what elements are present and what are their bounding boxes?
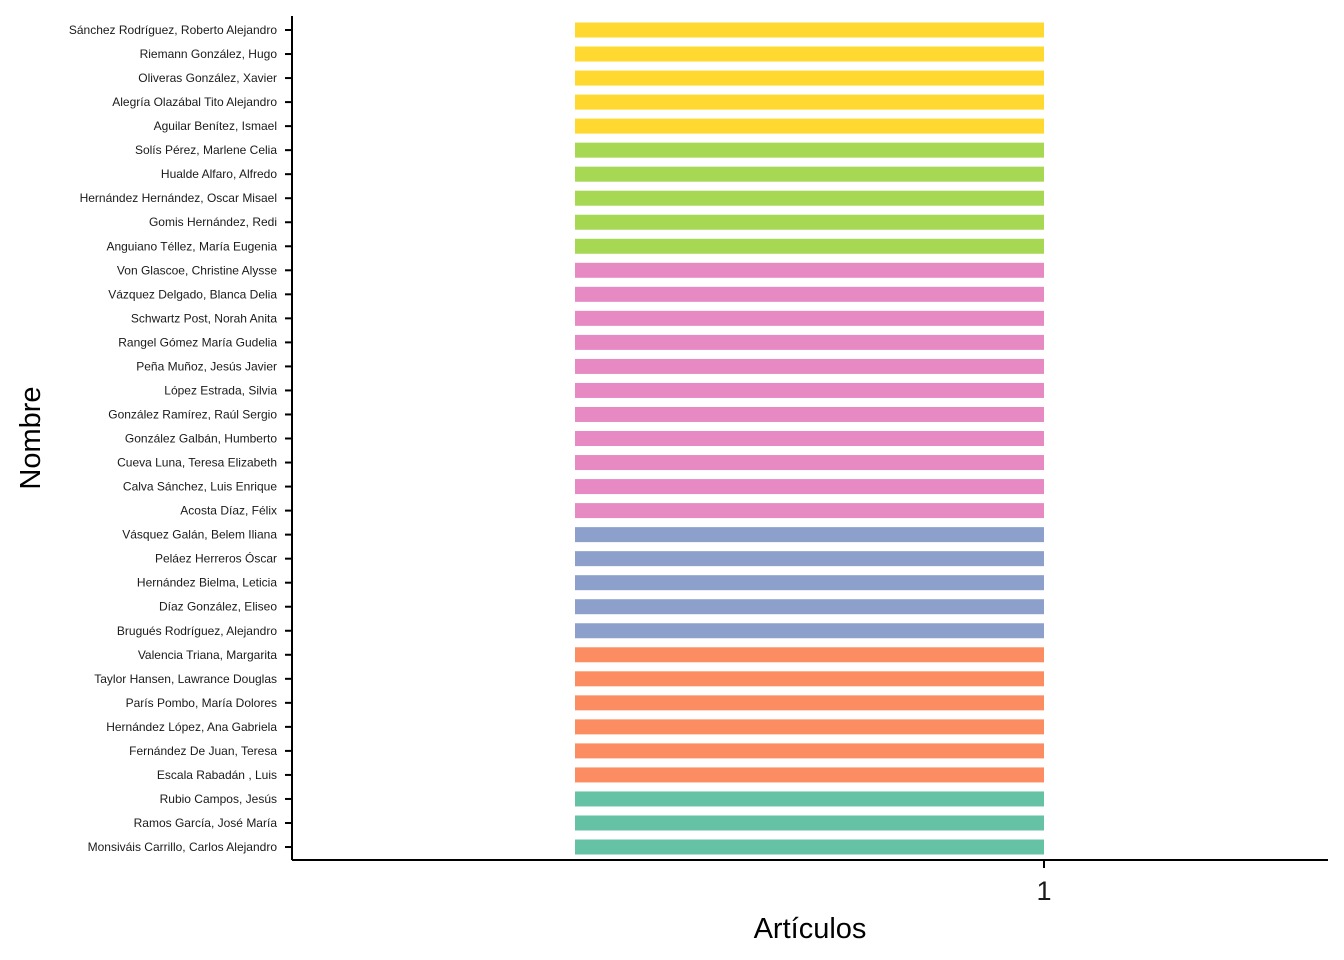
y-tick-label: Von Glascoe, Christine Alysse (117, 263, 277, 277)
y-tick-label: Rubio Campos, Jesús (160, 792, 277, 806)
bar (575, 671, 1044, 687)
y-tick-label: Solís Pérez, Marlene Celia (135, 143, 277, 157)
y-tick-label: Hernández Hernández, Oscar Misael (80, 191, 277, 205)
bar (575, 358, 1044, 374)
y-tick-label: Oliveras González, Xavier (138, 71, 277, 85)
y-tick-label: Peláez Herreros Óscar (155, 551, 277, 566)
bar (575, 647, 1044, 663)
bar (575, 599, 1044, 615)
x-tick-label: 1 (1036, 876, 1051, 906)
bar (575, 310, 1044, 326)
bar (575, 503, 1044, 519)
bar (575, 455, 1044, 471)
y-tick-label: Fernández De Juan, Teresa (129, 744, 277, 758)
y-axis-title: Nombre (15, 386, 47, 489)
y-axis-tick-labels: Sánchez Rodríguez, Roberto Alejandro Riem… (69, 23, 277, 854)
y-tick-label: Cueva Luna, Teresa Elizabeth (117, 456, 277, 470)
y-tick-label: Riemann González, Hugo (140, 47, 278, 61)
y-tick-label: Anguiano Téllez, María Eugenia (106, 239, 277, 253)
bar (575, 791, 1044, 807)
y-tick-label: López Estrada, Silvia (164, 383, 277, 397)
y-tick-label: Acosta Díaz, Félix (180, 504, 277, 518)
bars-group (575, 22, 1044, 855)
y-tick-label: González Ramírez, Raúl Sergio (108, 407, 277, 421)
bar (575, 286, 1044, 302)
y-tick-label: Ramos García, José María (134, 816, 278, 830)
y-tick-label: Díaz González, Eliseo (159, 600, 277, 614)
x-axis-title: Artículos (754, 913, 867, 945)
y-tick-label: Escala Rabadán , Luis (157, 768, 277, 782)
y-tick-label: Hernández López, Ana Gabriela (106, 720, 277, 734)
bar (575, 719, 1044, 735)
bar (575, 695, 1044, 711)
bar (575, 334, 1044, 350)
y-tick-label: Vázquez Delgado, Blanca Delia (108, 287, 277, 301)
y-tick-label: Brugués Rodríguez, Alejandro (117, 624, 277, 638)
y-tick-label: Valencia Triana, Margarita (138, 648, 278, 662)
bar (575, 118, 1044, 134)
bar (575, 94, 1044, 110)
bar (575, 575, 1044, 591)
bar (575, 166, 1044, 182)
bar (575, 262, 1044, 278)
bar (575, 238, 1044, 254)
y-tick-label: Monsiváis Carrillo, Carlos Alejandro (88, 840, 278, 854)
bar (575, 406, 1044, 422)
y-tick-label: Taylor Hansen, Lawrance Douglas (94, 672, 277, 686)
y-tick-label: Hualde Alfaro, Alfredo (161, 167, 277, 181)
bar (575, 479, 1044, 495)
y-tick-label: Sánchez Rodríguez, Roberto Alejandro (69, 23, 277, 37)
bar (575, 46, 1044, 62)
y-tick-label: Hernández Bielma, Leticia (137, 576, 277, 590)
y-tick-label: González Galbán, Humberto (125, 432, 277, 446)
bar (575, 214, 1044, 230)
y-axis-ticks (285, 29, 292, 849)
y-tick-label: Rangel Gómez María Gudelia (118, 335, 277, 349)
y-tick-label: Peña Muñoz, Jesús Javier (136, 359, 277, 373)
x-axis-ticks: 1 (1036, 860, 1052, 906)
y-tick-label: París Pombo, María Dolores (126, 696, 277, 710)
bar (575, 190, 1044, 206)
y-tick-label: Calva Sánchez, Luis Enrique (123, 480, 277, 494)
bar (575, 70, 1044, 86)
bar (575, 623, 1044, 639)
y-tick-label: Schwartz Post, Norah Anita (131, 311, 277, 325)
bar (575, 839, 1044, 855)
y-tick-label: Alegría Olazábal Tito Alejandro (112, 95, 277, 109)
bar (575, 767, 1044, 783)
bar (575, 142, 1044, 158)
y-tick-label: Aguilar Benítez, Ismael (154, 119, 277, 133)
bar (575, 22, 1044, 38)
y-tick-label: Vásquez Galán, Belem Iliana (122, 528, 277, 542)
bar (575, 382, 1044, 398)
y-tick-label: Gomis Hernández, Redi (149, 215, 277, 229)
bar (575, 815, 1044, 831)
bar (575, 431, 1044, 447)
bar (575, 527, 1044, 543)
bar (575, 743, 1044, 759)
bar (575, 551, 1044, 567)
